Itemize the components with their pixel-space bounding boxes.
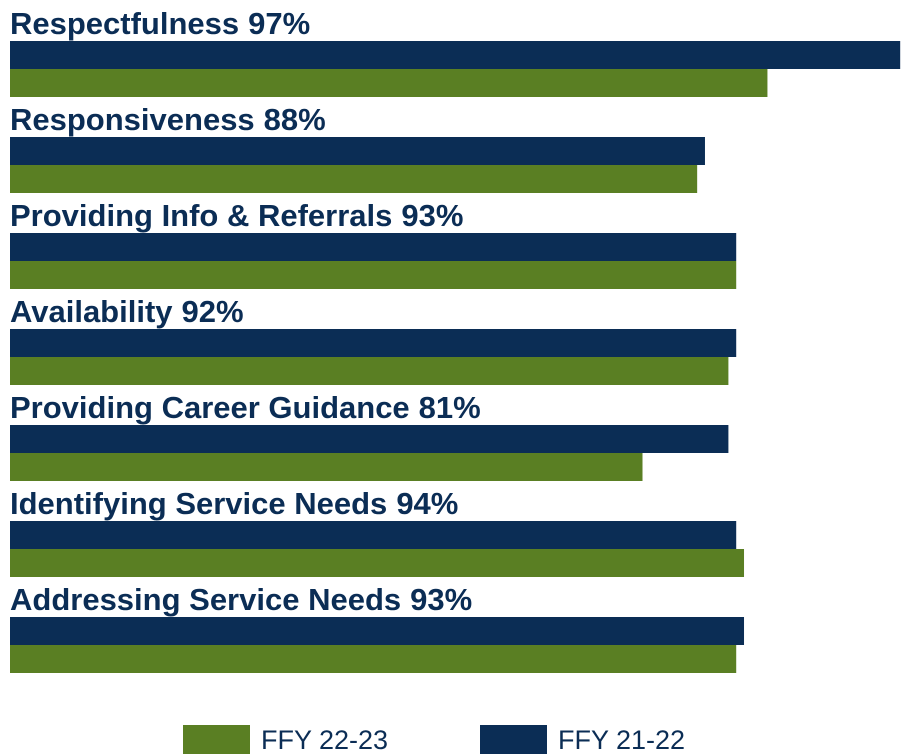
bar (10, 69, 768, 97)
legend-label: FFY 21-22 (558, 725, 685, 754)
category-label: Addressing Service Needs 93% (10, 582, 472, 617)
category-name: Addressing Service Needs (10, 582, 401, 617)
legend-swatch (480, 725, 547, 754)
bar (10, 453, 643, 481)
bar (10, 549, 745, 577)
bar (10, 617, 745, 645)
value-label: 88% (264, 102, 326, 137)
category-label: Responsiveness 88% (10, 102, 326, 137)
bar (10, 357, 729, 385)
category-label: Availability 92% (10, 294, 244, 329)
category-name: Respectfulness (10, 6, 239, 41)
bar (10, 521, 737, 549)
value-label: 93% (401, 198, 463, 233)
bar (10, 261, 737, 289)
bar (10, 425, 729, 453)
legend-label: FFY 22-23 (261, 725, 388, 754)
bar (10, 329, 737, 357)
bar (10, 233, 737, 261)
value-label: 94% (396, 486, 458, 521)
category-label: Providing Info & Referrals 93% (10, 198, 463, 233)
value-label: 92% (182, 294, 244, 329)
legend-swatch (183, 725, 250, 754)
category-label: Respectfulness 97% (10, 6, 310, 41)
bar (10, 137, 705, 165)
category-label: Identifying Service Needs 94% (10, 486, 458, 521)
category-name: Identifying Service Needs (10, 486, 387, 521)
category-name: Providing Career Guidance (10, 390, 410, 425)
category-label: Providing Career Guidance 81% (10, 390, 481, 425)
value-label: 81% (419, 390, 481, 425)
category-name: Providing Info & Referrals (10, 198, 392, 233)
value-label: 93% (410, 582, 472, 617)
bar (10, 41, 901, 69)
category-name: Responsiveness (10, 102, 255, 137)
category-name: Availability (10, 294, 173, 329)
bar (10, 165, 698, 193)
value-label: 97% (248, 6, 310, 41)
bar (10, 645, 737, 673)
